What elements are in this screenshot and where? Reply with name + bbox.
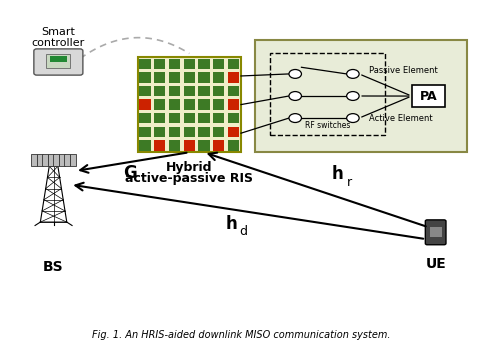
Bar (154, 100, 165, 110)
Bar (213, 72, 225, 82)
Bar (199, 100, 210, 110)
Bar (59, 154, 65, 166)
Text: active-passive RIS: active-passive RIS (125, 172, 254, 185)
Bar (50, 56, 67, 62)
Circle shape (347, 69, 359, 78)
Bar (31, 154, 37, 166)
Text: controller: controller (32, 38, 85, 48)
Bar (184, 86, 195, 96)
Bar (228, 100, 239, 110)
Circle shape (289, 114, 301, 122)
Bar (54, 154, 59, 166)
Bar (154, 86, 165, 96)
Bar (169, 72, 180, 82)
Bar (213, 127, 225, 137)
Text: $\mathbf{h}$: $\mathbf{h}$ (225, 215, 238, 233)
Bar (139, 72, 151, 82)
Bar (199, 72, 210, 82)
Bar (154, 113, 165, 123)
Bar (139, 100, 151, 110)
Text: r: r (347, 176, 352, 189)
Bar (213, 58, 225, 69)
Circle shape (289, 92, 301, 101)
Text: d: d (240, 225, 247, 238)
Bar (154, 127, 165, 137)
Bar (46, 54, 70, 68)
Bar (169, 140, 180, 150)
Bar (169, 58, 180, 69)
Text: Fig. 1. An HRIS-aided downlink MISO communication system.: Fig. 1. An HRIS-aided downlink MISO comm… (92, 330, 390, 340)
Bar (65, 154, 70, 166)
Bar (139, 140, 151, 150)
Circle shape (289, 69, 301, 78)
Bar (154, 58, 165, 69)
Text: RF switches: RF switches (305, 121, 350, 130)
Circle shape (347, 92, 359, 101)
Bar (270, 53, 385, 135)
Bar (412, 85, 445, 107)
Bar (154, 72, 165, 82)
Bar (213, 140, 225, 150)
Bar (213, 86, 225, 96)
Bar (199, 140, 210, 150)
Text: Active Element: Active Element (369, 114, 432, 122)
Bar (139, 86, 151, 96)
Circle shape (347, 114, 359, 122)
Bar (255, 40, 467, 152)
Bar (199, 58, 210, 69)
Text: Hybrid: Hybrid (166, 161, 213, 174)
FancyBboxPatch shape (425, 220, 446, 245)
Bar (139, 113, 151, 123)
Bar (199, 86, 210, 96)
Bar (199, 113, 210, 123)
Bar (42, 154, 48, 166)
Bar (228, 58, 239, 69)
Bar (139, 58, 151, 69)
Text: G: G (123, 164, 137, 182)
Bar (213, 113, 225, 123)
Text: UE: UE (425, 257, 446, 271)
Bar (228, 140, 239, 150)
Bar (169, 100, 180, 110)
Bar (228, 127, 239, 137)
Text: PA: PA (420, 90, 437, 103)
Bar (154, 140, 165, 150)
Bar (70, 154, 76, 166)
Text: $\mathbf{h}$: $\mathbf{h}$ (331, 166, 343, 183)
Text: Passive Element: Passive Element (369, 66, 438, 75)
Bar (213, 100, 225, 110)
Bar (169, 86, 180, 96)
Text: BS: BS (43, 260, 64, 274)
Bar (169, 113, 180, 123)
Bar (184, 140, 195, 150)
Bar (228, 72, 239, 82)
Bar (138, 57, 241, 152)
Bar (199, 127, 210, 137)
Bar (184, 127, 195, 137)
Bar (169, 127, 180, 137)
Bar (184, 113, 195, 123)
Bar (430, 227, 442, 237)
Bar (184, 58, 195, 69)
Bar (184, 100, 195, 110)
Bar (37, 154, 42, 166)
Bar (139, 127, 151, 137)
Bar (228, 113, 239, 123)
Bar (48, 154, 54, 166)
FancyBboxPatch shape (34, 49, 83, 75)
Bar (228, 86, 239, 96)
Bar (184, 72, 195, 82)
Text: Smart: Smart (41, 27, 75, 37)
